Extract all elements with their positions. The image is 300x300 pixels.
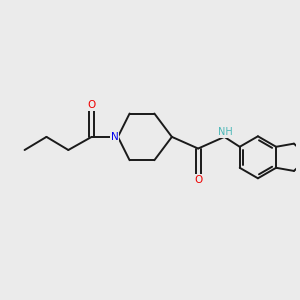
Text: N: N: [110, 132, 118, 142]
Text: O: O: [88, 100, 96, 110]
Text: O: O: [194, 175, 202, 185]
Text: NH: NH: [218, 128, 233, 137]
